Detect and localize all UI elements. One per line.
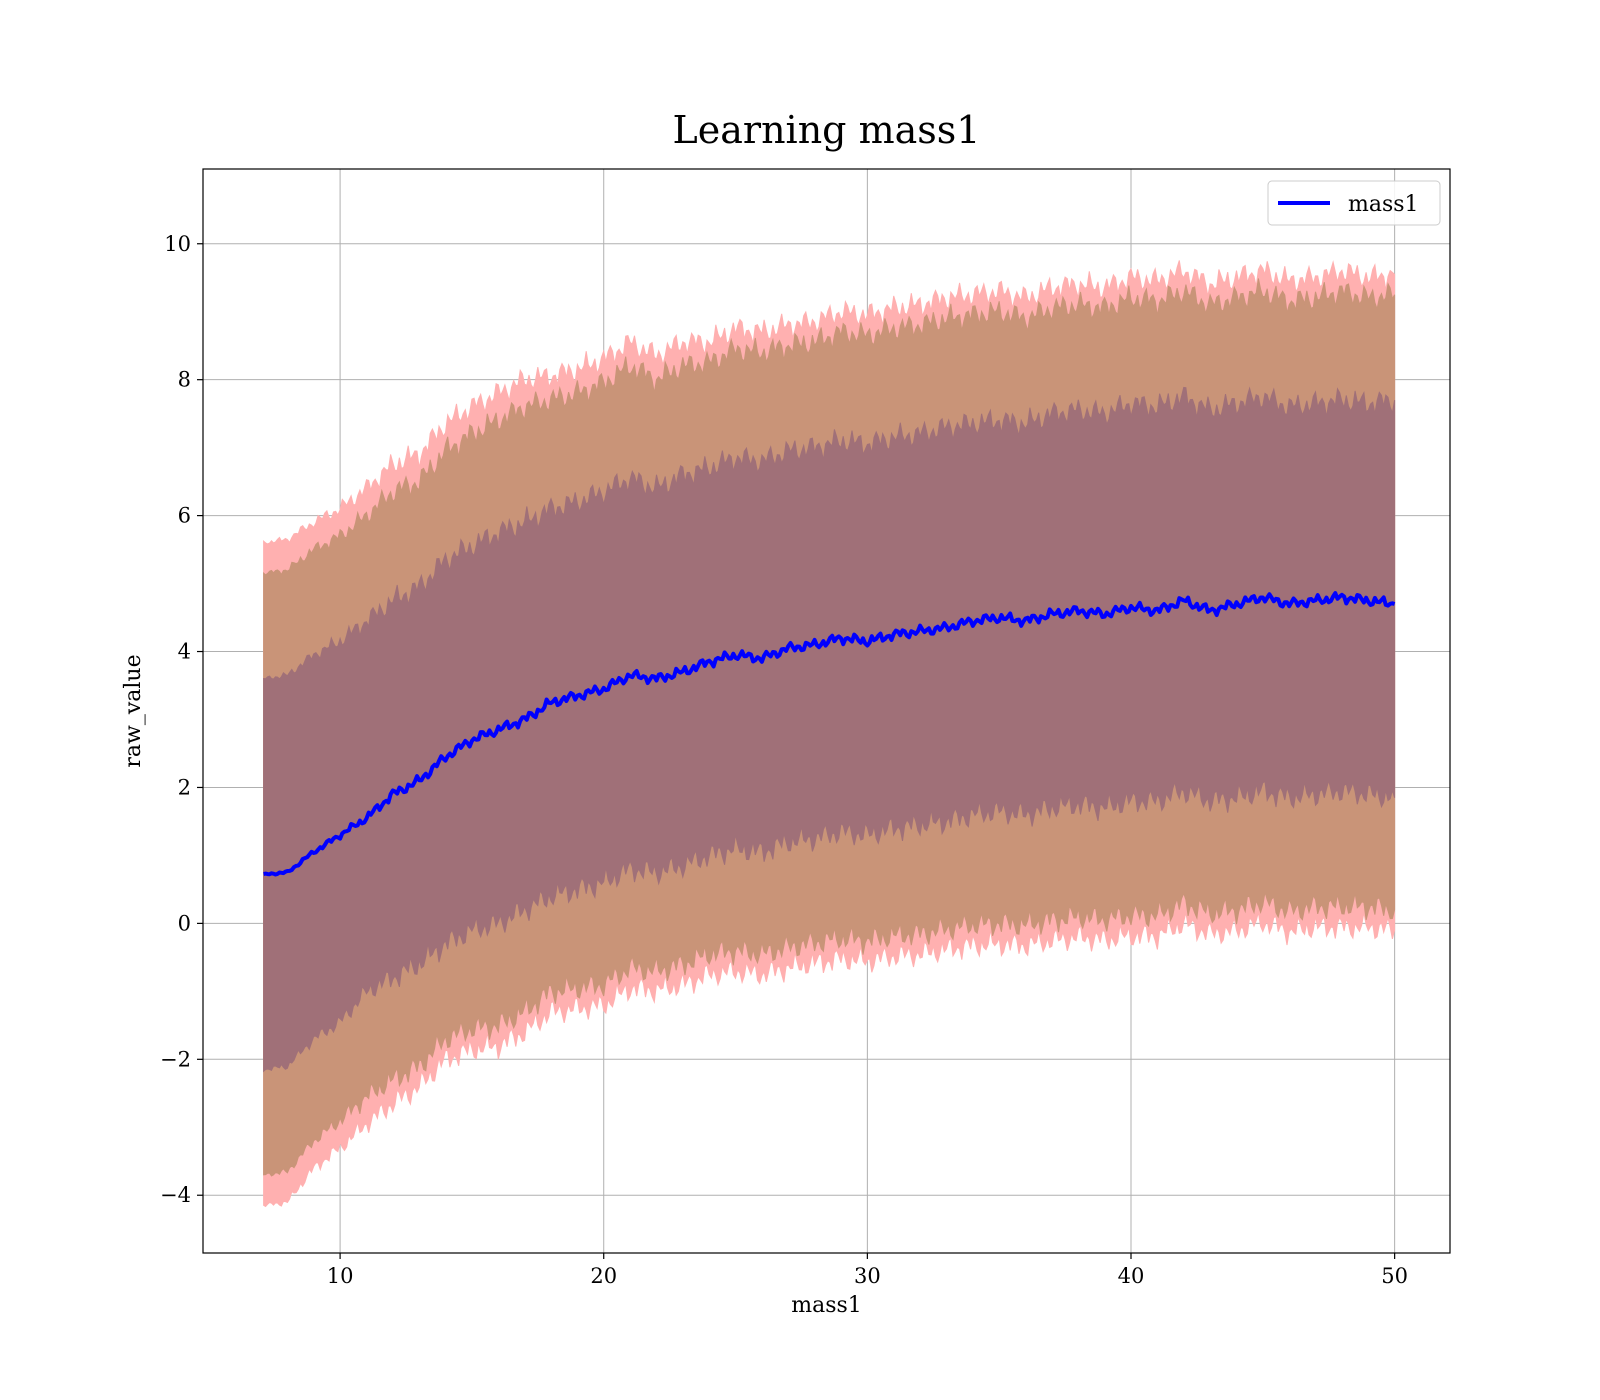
y-tick-label-1: −2 — [160, 1047, 191, 1071]
y-tick-label-7: 10 — [164, 232, 191, 256]
y-tick-label-0: −4 — [160, 1183, 191, 1207]
y-axis-ticks: −4 −2 0 2 4 6 8 10 — [160, 232, 203, 1207]
y-tick-label-5: 6 — [178, 504, 191, 528]
y-tick-label-2: 0 — [178, 911, 191, 935]
band-inner — [263, 386, 1396, 1073]
x-axis-ticks: 10 20 30 40 50 — [327, 1253, 1408, 1288]
series-line-mass1 — [263, 591, 1396, 877]
y-tick-label-3: 2 — [178, 775, 191, 799]
y-axis-label: raw_value — [121, 654, 146, 767]
legend: mass1 — [1267, 180, 1441, 226]
x-tick-label-2: 30 — [854, 1264, 881, 1288]
x-axis-label: mass1 — [791, 1293, 862, 1318]
chart-title: Learning mass1 — [673, 108, 981, 152]
x-tick-label-1: 20 — [590, 1264, 617, 1288]
y-tick-label-6: 8 — [178, 368, 191, 392]
legend-box — [1267, 180, 1441, 226]
plot-frame — [202, 168, 1451, 1254]
x-tick-label-3: 40 — [1118, 1264, 1145, 1288]
confidence-bands — [263, 260, 1396, 1208]
x-tick-label-4: 50 — [1381, 1264, 1408, 1288]
y-tick-label-4: 4 — [178, 640, 191, 664]
x-tick-label-0: 10 — [327, 1264, 354, 1288]
legend-label-mass1: mass1 — [1348, 192, 1419, 217]
